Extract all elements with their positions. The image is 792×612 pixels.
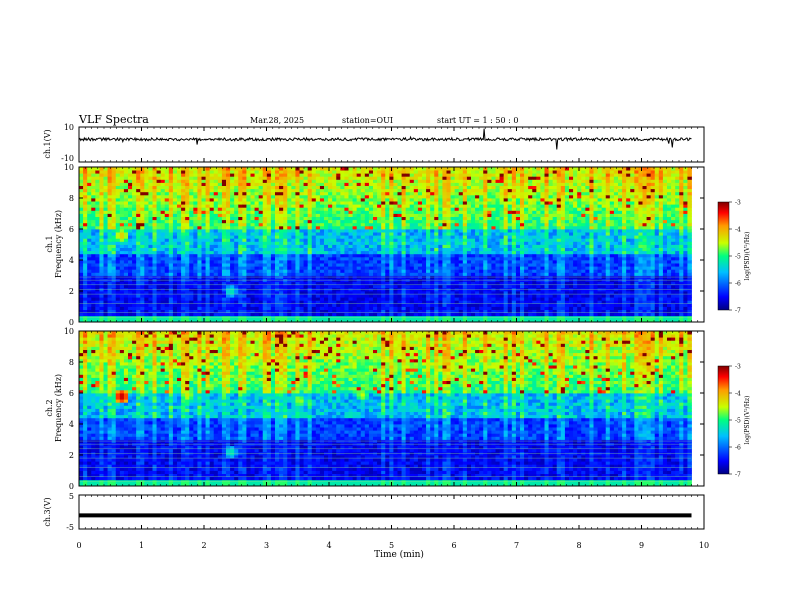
ch1-ytick-top: 10: [64, 123, 74, 132]
xtick-label-2: 2: [201, 541, 206, 550]
colorbar-ch2-tick--5: -5: [735, 418, 741, 425]
spectrogram-ch1-cells: [79, 167, 692, 323]
spec2-ytick-2: 2: [69, 451, 74, 460]
spec1-ytick-0: 0: [69, 318, 74, 327]
xtick-label-10: 10: [699, 541, 709, 550]
spec2-ytick-6: 6: [69, 389, 74, 398]
ch2-spec-ylabel-frequency: Frequency (kHz): [54, 374, 63, 442]
xtick-label-4: 4: [326, 541, 331, 550]
xtick-label-9: 9: [639, 541, 644, 550]
xtick-label-8: 8: [576, 541, 581, 550]
colorbar-ch2-tick--4: -4: [735, 391, 741, 398]
xtick-label-6: 6: [451, 541, 456, 550]
xtick-label-7: 7: [514, 541, 519, 550]
spec1-ytick-10: 10: [64, 163, 74, 172]
xtick-label-3: 3: [264, 541, 269, 550]
spec2-ytick-10: 10: [64, 327, 74, 336]
start-time-label: start UT = 1 : 50 : 0: [437, 116, 518, 125]
colorbar-ch1-tick--4: -4: [735, 227, 741, 234]
spec1-ytick-2: 2: [69, 287, 74, 296]
colorbar-ch2: [717, 365, 730, 475]
colorbar-ch1-tick--6: -6: [735, 281, 741, 288]
ch1-spec-ylabel-channel: ch.1: [45, 235, 54, 252]
xtick-label-0: 0: [76, 541, 81, 550]
colorbar-ch2-tick--7: -7: [735, 472, 741, 479]
waveform-ch1-frame: [78, 126, 705, 163]
spectrogram-ch2-cells: [79, 331, 692, 487]
spec2-ytick-4: 4: [69, 420, 74, 429]
spec2-ytick-8: 8: [69, 358, 74, 367]
colorbar-ch1-tick--5: -5: [735, 254, 741, 261]
time-axis: 0 1 2 3 4 5 6 7 8 9 10: [76, 127, 709, 550]
xtick-label-1: 1: [139, 541, 144, 550]
ch1-ylabel: ch.1(V): [43, 129, 52, 158]
ch3-ytick-top: 5: [69, 492, 74, 501]
xaxis-label: Time (min): [374, 549, 424, 560]
colorbar-ch2-tick--3: -3: [735, 364, 741, 371]
waveform-ch1-panel: 10 -10 ch.1(V): [43, 123, 705, 163]
waveform-ch1-trace: [78, 128, 692, 150]
colorbar-ch1-label: log(PSD)(V²/Hz): [744, 232, 751, 281]
spec2-ytick-0: 0: [69, 482, 74, 491]
colorbar-ch1-tick--3: -3: [735, 200, 741, 207]
colorbar-ch1: [717, 201, 730, 311]
colorbar-ch2-label: log(PSD)(V²/Hz): [744, 396, 751, 445]
ch3-ylabel: ch.3(V): [43, 497, 52, 526]
waveform-ch3-frame: [78, 494, 705, 530]
spec1-ytick-8: 8: [69, 194, 74, 203]
xtick-label-5: 5: [389, 541, 394, 550]
date-label: Mar.28, 2025: [250, 116, 304, 125]
station-label: station=OUI: [342, 116, 393, 125]
ch1-ytick-bottom: -10: [61, 154, 74, 163]
waveform-ch3-panel: 5 -5 ch.3(V): [43, 492, 705, 532]
ch3-ytick-bottom: -5: [66, 523, 74, 532]
spec1-ytick-4: 4: [69, 256, 74, 265]
ch1-spec-ylabel-frequency: Frequency (kHz): [54, 210, 63, 278]
chart-title: VLF Spectra: [78, 113, 149, 126]
colorbar-ch1-tick--7: -7: [735, 308, 741, 315]
ch2-spec-ylabel-channel: ch.2: [45, 399, 54, 416]
spec1-ytick-6: 6: [69, 225, 74, 234]
colorbar-ch2-tick--6: -6: [735, 445, 741, 452]
